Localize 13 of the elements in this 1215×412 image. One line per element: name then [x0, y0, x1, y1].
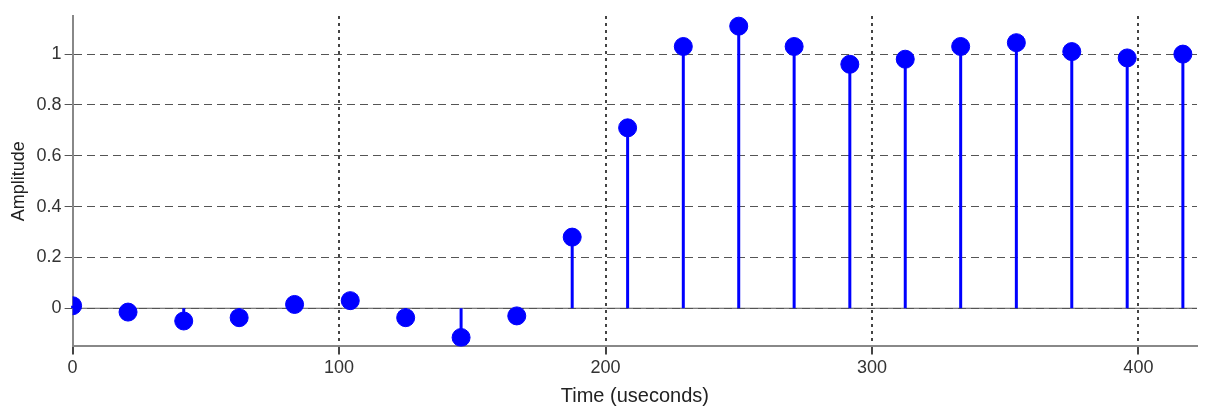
y-axis-title: Amplitude — [7, 141, 28, 222]
y-tick-label: 0.2 — [36, 246, 62, 267]
x-tick-label: 200 — [590, 357, 621, 378]
y-tick-label: 0.4 — [36, 195, 62, 216]
y-tick-label: 1 — [51, 43, 62, 64]
y-tick-label: 0 — [51, 297, 62, 318]
x-tick-label: 0 — [67, 357, 78, 378]
y-tick-label: 0.6 — [36, 144, 62, 165]
x-axis-title: Time (useconds) — [560, 383, 709, 406]
x-tick-label: 300 — [856, 357, 887, 378]
y-tick-label: 0.8 — [36, 93, 62, 114]
x-tick-label: 400 — [1123, 357, 1154, 378]
x-tick-label: 100 — [324, 357, 355, 378]
